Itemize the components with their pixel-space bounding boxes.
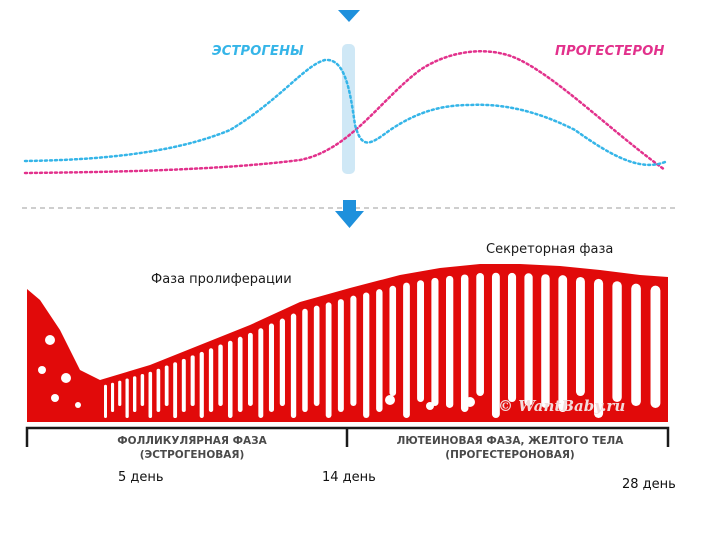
luteal-phase-label: ЛЮТЕИНОВАЯ ФАЗА, ЖЕЛТОГО ТЕЛА (ПРОГЕСТЕР… xyxy=(360,434,660,462)
gland xyxy=(237,336,243,412)
estrogen-curve xyxy=(23,58,667,167)
gland xyxy=(190,355,195,406)
shed-spot xyxy=(75,301,85,311)
gland xyxy=(181,358,186,412)
shed-spot xyxy=(92,367,98,373)
gland xyxy=(363,292,370,418)
gland xyxy=(541,274,550,408)
endometrium-base xyxy=(27,264,668,422)
secretory-phase-caption: Секреторная фаза xyxy=(486,242,614,257)
gland xyxy=(302,308,308,412)
gland xyxy=(417,280,425,402)
shed-spot xyxy=(53,295,63,305)
shed-spot xyxy=(51,394,59,402)
gland xyxy=(268,323,275,412)
gland xyxy=(156,368,161,412)
watermark: © WantBaby.ru xyxy=(498,397,626,415)
ovulation-band xyxy=(342,44,355,174)
gland xyxy=(208,348,214,412)
luteal-phase-subtitle: (ПРОГЕСТЕРОНОВАЯ) xyxy=(445,449,575,461)
gland xyxy=(227,340,233,418)
follicular-phase-subtitle: (ЭСТРОГЕНОВАЯ) xyxy=(139,449,245,461)
gland xyxy=(389,285,397,396)
gland xyxy=(508,272,517,402)
gland xyxy=(313,305,320,406)
gland xyxy=(631,283,641,406)
shed-spot xyxy=(75,402,81,408)
shed-spot xyxy=(35,282,41,288)
gland xyxy=(118,380,122,406)
gland xyxy=(111,382,115,412)
day-5-label: 5 день xyxy=(118,470,164,485)
gland xyxy=(558,275,568,412)
gland xyxy=(337,299,344,412)
day-28-label: 28 день xyxy=(622,477,676,492)
gland xyxy=(575,276,585,396)
estrogen-label: ЭСТРОГЕНЫ xyxy=(212,44,304,59)
gland xyxy=(104,384,107,418)
gland xyxy=(460,274,469,412)
endometrial-glands xyxy=(104,272,661,418)
gland xyxy=(593,278,604,418)
shed-spot xyxy=(89,299,95,305)
progesterone-label: ПРОГЕСТЕРОН xyxy=(555,44,665,59)
shed-spot xyxy=(57,313,67,323)
shed-spot xyxy=(72,324,80,332)
shed-spot xyxy=(44,288,52,296)
gland xyxy=(350,295,357,406)
gland xyxy=(164,365,169,406)
gland xyxy=(247,332,253,406)
shed-spot xyxy=(426,402,434,410)
phase-bracket xyxy=(25,426,670,447)
shed-spot xyxy=(61,373,71,383)
proliferation-spots xyxy=(35,282,475,410)
gland xyxy=(148,371,153,418)
gland xyxy=(650,285,661,408)
shed-spot xyxy=(66,292,74,300)
gland xyxy=(403,282,410,418)
shed-spot xyxy=(45,335,55,345)
gland xyxy=(376,289,383,412)
gland xyxy=(612,281,622,402)
gland xyxy=(199,351,204,418)
gland xyxy=(491,272,500,418)
proliferation-phase-caption: Фаза пролиферации xyxy=(151,272,292,287)
gland xyxy=(279,318,285,406)
day-14-label: 14 день xyxy=(322,470,376,485)
progesterone-curve xyxy=(23,50,667,175)
gland xyxy=(173,362,178,418)
arrow-down-icon xyxy=(335,200,364,228)
shed-spot xyxy=(465,397,475,407)
gland xyxy=(476,273,484,396)
triangle-down-icon xyxy=(338,10,360,22)
follicular-phase-label: ФОЛЛИКУЛЯРНАЯ ФАЗА (ЭСТРОГЕНОВАЯ) xyxy=(92,434,292,462)
gland xyxy=(446,275,454,408)
shed-spot xyxy=(84,341,92,349)
gland xyxy=(218,344,223,406)
shed-spot xyxy=(385,395,395,405)
gland xyxy=(258,328,264,418)
gland xyxy=(325,302,332,418)
gland xyxy=(132,376,137,412)
gland xyxy=(431,277,439,406)
gland xyxy=(140,374,145,406)
luteal-phase-title: ЛЮТЕИНОВАЯ ФАЗА, ЖЕЛТОГО ТЕЛА xyxy=(396,435,624,447)
gland xyxy=(290,313,297,418)
follicular-phase-title: ФОЛЛИКУЛЯРНАЯ ФАЗА xyxy=(117,435,267,447)
shed-spot xyxy=(38,366,46,374)
gland xyxy=(524,273,533,406)
gland xyxy=(125,378,129,418)
